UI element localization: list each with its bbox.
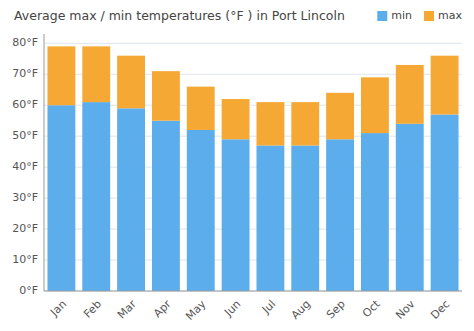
bar bbox=[326, 139, 354, 291]
x-tick-label: Jun bbox=[221, 298, 243, 320]
bar bbox=[222, 139, 250, 291]
x-tick-label: Apr bbox=[151, 297, 174, 320]
legend-label: min bbox=[391, 9, 412, 22]
bar bbox=[256, 145, 284, 291]
bar bbox=[361, 133, 389, 291]
bar bbox=[291, 102, 319, 145]
x-tick-label: Nov bbox=[393, 297, 418, 322]
grid bbox=[44, 43, 462, 291]
x-tick-label: Oct bbox=[360, 297, 383, 320]
x-tick-label: Dec bbox=[428, 298, 452, 322]
y-tick-label: 40°F bbox=[12, 160, 38, 173]
x-axis-line bbox=[44, 291, 462, 292]
legend-label: max bbox=[438, 9, 462, 22]
bar bbox=[256, 102, 284, 145]
x-tick-label: Mar bbox=[115, 297, 139, 321]
y-tick-label: 70°F bbox=[12, 67, 38, 80]
y-tick-label: 60°F bbox=[12, 98, 38, 111]
bar bbox=[82, 102, 110, 291]
grid-line bbox=[44, 291, 462, 292]
legend: min max bbox=[377, 9, 462, 22]
bar bbox=[117, 108, 145, 291]
bar bbox=[361, 77, 389, 133]
chart: 0°F 10°F 20°F 30°F 40°F 50°F 60°F 70°F 80°F Jan Fe… bbox=[0, 0, 474, 331]
bars bbox=[47, 46, 458, 291]
y-tick-label: 20°F bbox=[12, 222, 38, 235]
x-tick-label: Feb bbox=[81, 298, 104, 321]
y-tick-label: 30°F bbox=[12, 191, 38, 204]
x-tick-label: Jan bbox=[47, 298, 69, 320]
bar bbox=[82, 46, 110, 102]
y-tick-label: 50°F bbox=[12, 129, 38, 142]
bar bbox=[187, 87, 215, 130]
y-axis-line bbox=[44, 34, 45, 291]
bar bbox=[396, 65, 424, 124]
x-tick-label: May bbox=[183, 297, 209, 323]
bar bbox=[326, 93, 354, 139]
grid-line bbox=[44, 43, 462, 44]
y-tick-label: 80°F bbox=[12, 36, 38, 49]
x-tick-label: Sep bbox=[324, 298, 348, 322]
legend-item: min bbox=[377, 9, 412, 22]
bar bbox=[47, 105, 75, 291]
title: Average max / min temperatures (°F ) in … bbox=[14, 8, 345, 23]
y-tick-label: 10°F bbox=[12, 253, 38, 266]
bar bbox=[431, 115, 459, 291]
bar bbox=[222, 99, 250, 139]
bar bbox=[117, 56, 145, 109]
bar bbox=[152, 121, 180, 291]
x-tick-label: Jul bbox=[259, 298, 278, 317]
bar bbox=[152, 71, 180, 121]
legend-swatch bbox=[377, 11, 387, 21]
y-tick-label: 0°F bbox=[19, 284, 38, 297]
bar bbox=[47, 46, 75, 105]
bar bbox=[187, 130, 215, 291]
bar bbox=[396, 124, 424, 291]
legend-item: max bbox=[424, 9, 462, 22]
legend-swatch bbox=[424, 11, 434, 21]
bar bbox=[431, 56, 459, 115]
bar bbox=[291, 145, 319, 291]
x-tick-label: Aug bbox=[289, 298, 313, 322]
